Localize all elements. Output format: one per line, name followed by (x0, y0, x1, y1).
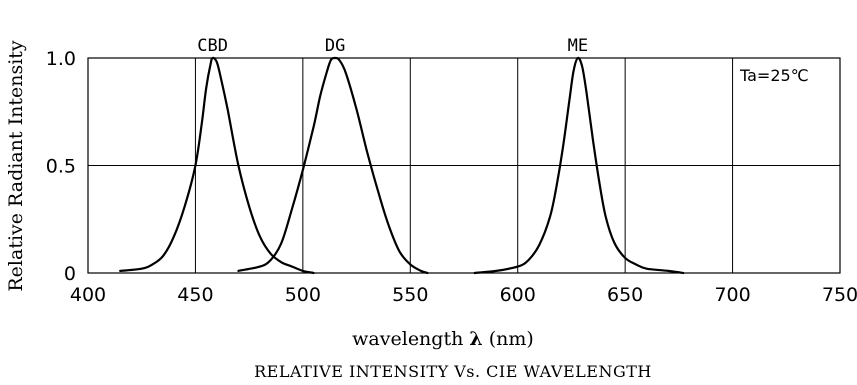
series-curve-dg (237, 56, 429, 275)
x-tick-label: 600 (500, 284, 536, 306)
x-tick-label: 400 (70, 284, 106, 306)
series-label-dg: DG (325, 36, 345, 56)
x-tick-label: 650 (607, 284, 643, 306)
series-curve-cbd (119, 56, 315, 275)
x-tick-label: 700 (714, 284, 750, 306)
chart-title: RELATIVE INTENSITY Vs. CIE WAVELENGTH (254, 362, 652, 381)
x-tick-label: 450 (177, 284, 213, 306)
y-tick-label: 1.0 (46, 48, 76, 70)
x-tick-label: 550 (392, 284, 428, 306)
plot-frame (87, 57, 841, 274)
x-tick-label: 750 (822, 284, 857, 306)
series-label-cbd: CBD (197, 36, 228, 56)
x-axis-label-unit: (nm) (483, 328, 534, 350)
y-tick-labels: 0 0.5 1.0 (46, 48, 76, 285)
series-labels: CBD DG ME (197, 36, 588, 56)
y-tick-label: 0.5 (46, 156, 76, 178)
x-axis-label-prefix: wavelength (352, 328, 469, 350)
x-tick-label: 500 (285, 284, 321, 306)
y-tick-label: 0 (64, 263, 76, 285)
series-curve-me (473, 56, 685, 275)
grid (88, 58, 840, 273)
temperature-annotation: Ta=25℃ (739, 66, 809, 85)
y-axis-label: Relative Radiant Intensity (5, 40, 27, 292)
series-label-me: ME (568, 36, 588, 56)
x-axis-label: wavelength λ (nm) (352, 328, 534, 350)
curves (119, 56, 685, 275)
x-tick-labels: 400 450 500 550 600 650 700 750 (70, 284, 857, 306)
x-axis-label-lambda: λ (469, 328, 482, 350)
